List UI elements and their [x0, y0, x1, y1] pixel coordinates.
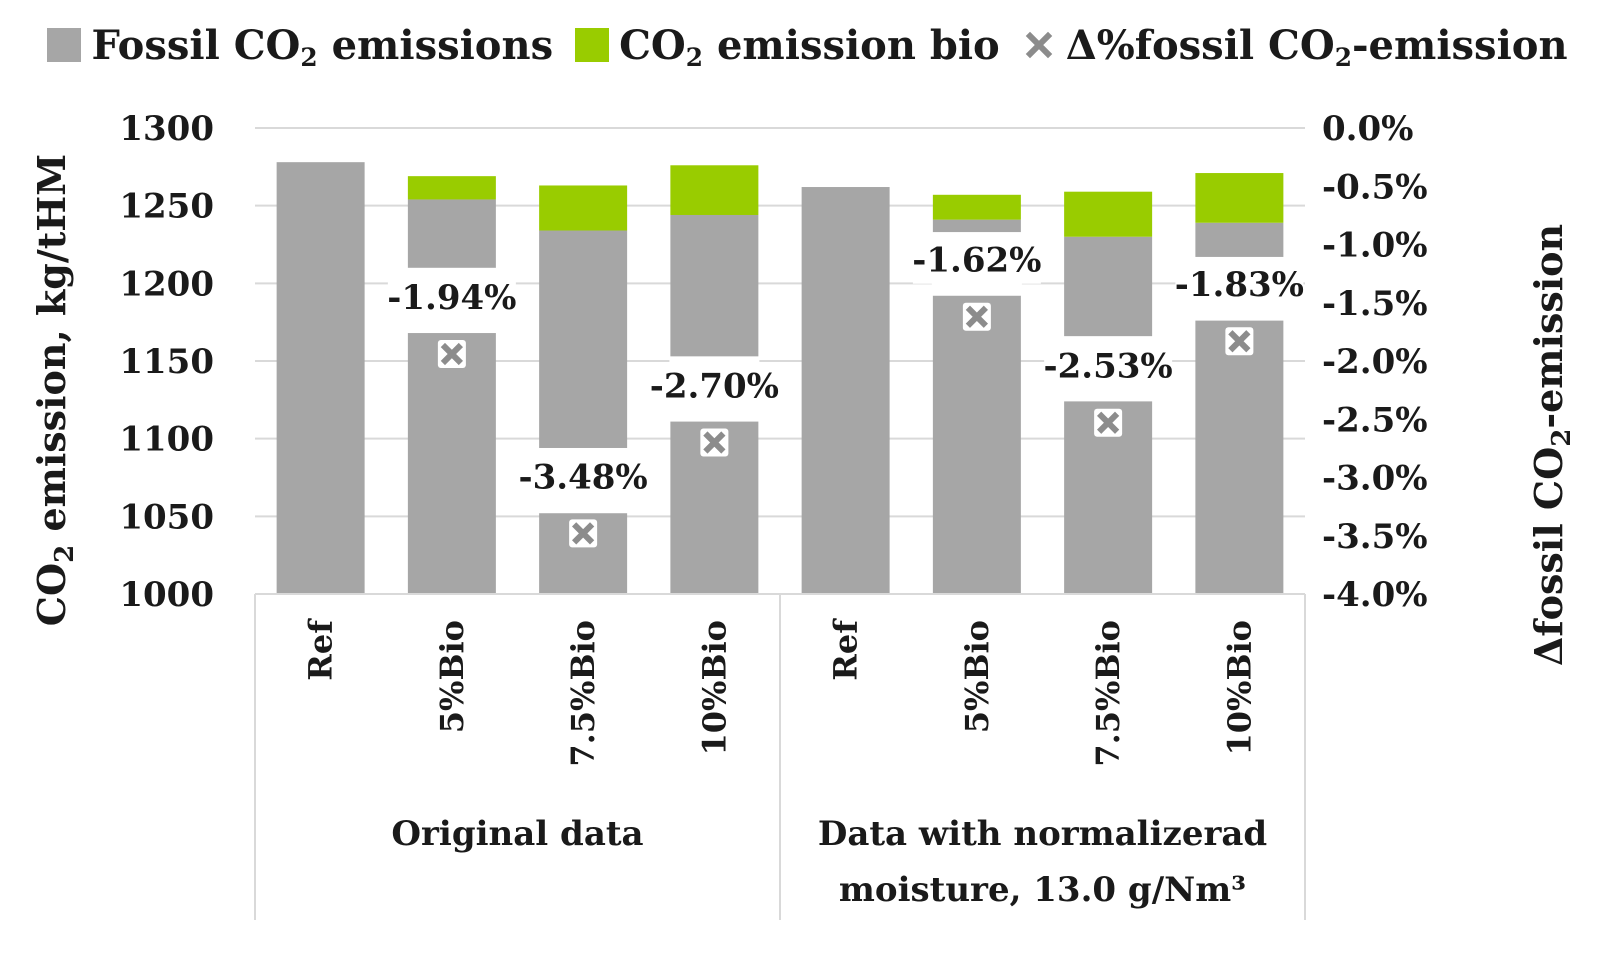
legend-item-bio[interactable]: CO2 emission bio	[575, 22, 1000, 69]
category-labels: Ref 5%Bio 7.5%Bio 10%Bio Ref 5%Bio 7.5%Bio 10%B…	[302, 618, 1259, 767]
left-tick-label: 1000	[119, 575, 214, 615]
left-tick-label: 1150	[119, 342, 214, 382]
bar-bio	[932, 194, 1021, 220]
left-tick-label: 1050	[119, 497, 214, 537]
delta-marker-x-icon	[703, 431, 726, 454]
right-tick-label: 0.0%	[1322, 109, 1413, 149]
data-label-bg	[650, 363, 779, 410]
bar-bio	[1195, 173, 1284, 223]
group-labels: Original data Data with normalizerad moist…	[391, 814, 1267, 910]
legend-item-fossil[interactable]: Fossil CO2 emissions	[47, 22, 553, 69]
delta-marker-x-icon	[1228, 330, 1251, 353]
delta-marker-x-icon	[440, 342, 463, 366]
delta-marker-x-icon	[1097, 411, 1120, 434]
right-tick-label: -1.5%	[1322, 284, 1428, 324]
data-label-bg	[1044, 343, 1173, 390]
right-tick-label: -3.5%	[1322, 517, 1428, 557]
data-label: -2.70%	[650, 367, 779, 407]
bar-bio	[1064, 191, 1153, 237]
category-axis-frame	[254, 593, 1306, 920]
group-label: Original data	[391, 814, 643, 854]
bar-bio	[407, 176, 496, 200]
category-label: 10%Bio	[695, 620, 733, 755]
bar-bio	[670, 165, 759, 215]
bar-bio	[539, 185, 628, 231]
category-label: 5%Bio	[433, 620, 471, 733]
left-tick-label: 1300	[119, 109, 214, 149]
group-label: Data with normalizerad	[818, 814, 1267, 854]
legend: Fossil CO2 emissions CO2 emission bio Δ%…	[0, 10, 1615, 80]
right-tick-label: -4.0%	[1322, 575, 1428, 615]
right-tick-label: -2.5%	[1322, 400, 1428, 440]
data-label: -3.48%	[519, 457, 648, 497]
data-label-bg	[519, 454, 648, 501]
data-label: -2.53%	[1044, 347, 1173, 387]
category-label: Ref	[827, 618, 865, 681]
category-label: 7.5%Bio	[1089, 620, 1127, 767]
legend-item-delta[interactable]: Δ%fossil CO2-emission	[1022, 22, 1568, 69]
right-axis-title: Δfossil CO2-emission	[1526, 224, 1577, 666]
legend-label-fossil: Fossil CO2 emissions	[91, 21, 554, 72]
bar-fossil	[276, 162, 365, 594]
data-label-bg	[387, 275, 516, 322]
right-tick-label: -0.5%	[1322, 167, 1428, 207]
data-label-bg	[1175, 262, 1304, 309]
right-axis-ticks: 0.0% -0.5% -1.0% -1.5% -2.0% -2.5% -3.0% -3.5% -…	[1322, 109, 1428, 615]
legend-label-bio: CO2 emission bio	[619, 21, 1000, 72]
data-label-bg	[912, 237, 1041, 284]
legend-swatch-bio	[575, 28, 610, 62]
legend-swatch-fossil	[47, 28, 82, 62]
data-label: -1.83%	[1175, 265, 1304, 305]
legend-marker-x-icon	[1022, 28, 1056, 62]
right-tick-label: -2.0%	[1322, 342, 1428, 382]
data-label: -1.94%	[387, 278, 516, 318]
category-label: 5%Bio	[958, 620, 996, 733]
group-label: moisture, 13.0 g/Nm³	[839, 870, 1246, 910]
legend-label-delta: Δ%fossil CO2-emission	[1065, 21, 1568, 72]
left-tick-label: 1200	[119, 264, 214, 304]
category-label: 10%Bio	[1220, 620, 1258, 755]
data-labels: -1.94% -3.48% -2.70% -1.62% -2.53% -1.83%	[387, 237, 1304, 501]
delta-marker-x-icon	[572, 522, 595, 545]
left-tick-label: 1100	[119, 420, 214, 460]
left-axis-ticks: 1000 1050 1100 1150 1200 1250 1300	[119, 109, 214, 615]
left-axis-title: CO2 emission, kg/tHM	[29, 154, 80, 626]
bar-fossil	[801, 187, 890, 594]
delta-marker-x-icon	[965, 305, 988, 328]
right-tick-label: -1.0%	[1322, 226, 1428, 266]
left-tick-label: 1250	[119, 187, 214, 227]
category-label: 7.5%Bio	[564, 620, 602, 767]
data-label: -1.62%	[912, 241, 1041, 281]
delta-markers	[437, 302, 1254, 548]
category-label: Ref	[302, 618, 340, 681]
right-tick-label: -3.0%	[1322, 459, 1428, 499]
bar-fossil	[407, 199, 496, 594]
